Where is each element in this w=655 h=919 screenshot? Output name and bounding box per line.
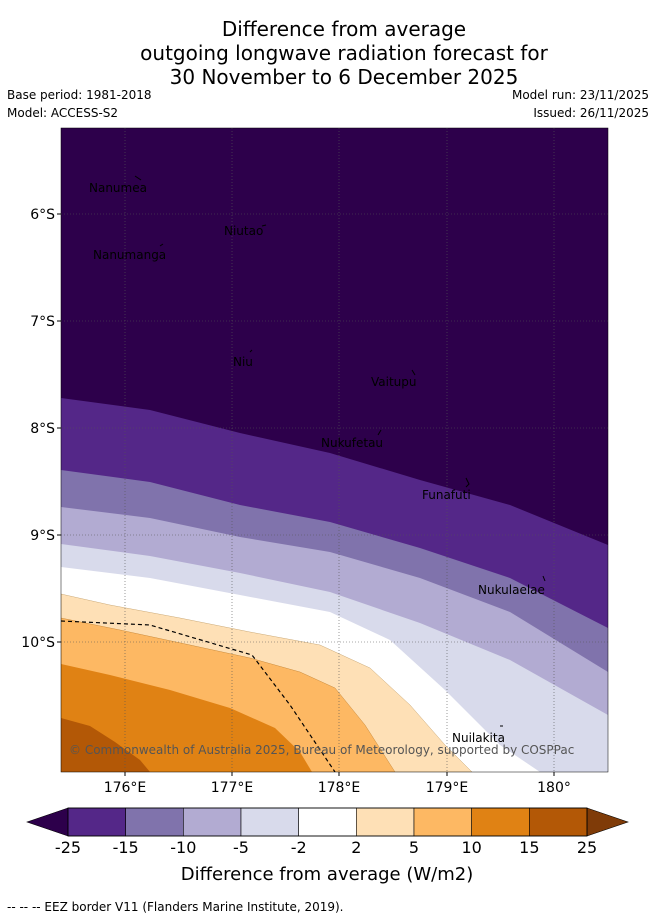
longitude-axis: 176°E 177°E 178°E 179°E 180° <box>104 772 571 796</box>
colorbar-bin-3 <box>240 807 299 837</box>
colorbar-tick-label-7: 10 <box>461 838 481 857</box>
colorbar-tick-label-4: -2 <box>291 838 307 857</box>
colorbar-tick-label-3: -5 <box>233 838 249 857</box>
base-period-label: Base period: 1981-2018 <box>7 88 152 102</box>
lat-label-7s: 7°S <box>30 314 55 330</box>
colorbar-tick-label-2: -10 <box>170 838 196 857</box>
place-label-vaitupu: Vaitupu <box>371 375 417 389</box>
colorbar: -25 -15 -10 -5 -2 2 5 10 15 25 Difference from av… <box>26 807 629 885</box>
colorbar-title: Difference from average (W/m2) <box>181 864 473 885</box>
olr-band-15-to-25 <box>61 718 150 772</box>
model-label: Model: ACCESS-S2 <box>7 106 119 120</box>
colorbar-under-arrow <box>26 807 69 837</box>
olr-band-10-to-15 <box>61 664 312 772</box>
lon-label-176e: 176°E <box>104 780 147 796</box>
lat-label-9s: 9°S <box>30 528 55 544</box>
colorbar-bin-4 <box>298 807 357 837</box>
lat-label-8s: 8°S <box>30 421 55 437</box>
title-line-1: Difference from average <box>221 17 467 41</box>
colorbar-bin-8 <box>529 807 588 837</box>
colorbar-tick-label-1: -15 <box>113 838 139 857</box>
latitude-axis: 6°S 7°S 8°S 9°S 10°S <box>21 207 61 651</box>
colorbar-bin-2 <box>183 807 242 837</box>
place-label-nuilakita: Nuilakita <box>452 731 505 745</box>
lat-label-10s: 10°S <box>21 635 55 651</box>
lon-label-178e: 178°E <box>318 780 361 796</box>
lon-label-180: 180° <box>537 780 571 796</box>
lon-label-177e: 177°E <box>211 780 254 796</box>
colorbar-bin-6 <box>413 807 472 837</box>
lon-label-179e: 179°E <box>426 780 469 796</box>
place-label-nukufetau: Nukufetau <box>321 436 383 450</box>
place-label-niu: Niu <box>233 355 253 369</box>
place-label-nukulaelae: Nukulaelae <box>478 583 545 597</box>
lat-label-6s: 6°S <box>30 207 55 223</box>
graticule <box>61 128 608 772</box>
colorbar-tick-label-8: 15 <box>519 838 539 857</box>
map-plot[interactable]: Nanumea Niutao Nanumanga Niu Vaitupu Nuk… <box>61 128 608 772</box>
model-run-label: Model run: 23/11/2025 <box>511 88 649 102</box>
colorbar-bin-0 <box>67 807 126 837</box>
place-label-funafuti: Funafuti <box>422 488 471 502</box>
colorbar-tick-label-0: -25 <box>55 838 81 857</box>
issued-label: Issued: 26/11/2025 <box>533 106 649 120</box>
place-label-niutao: Niutao <box>224 224 263 238</box>
colorbar-over-arrow <box>586 807 629 837</box>
title-line-2: outgoing longwave radiation forecast for <box>140 41 548 65</box>
place-label-nanumanga: Nanumanga <box>93 248 166 262</box>
copyright-notice: © Commonwealth of Australia 2025, Bureau… <box>69 743 574 757</box>
colorbar-bin-7 <box>471 807 530 837</box>
colorbar-tick-label-5: 2 <box>351 838 361 857</box>
eez-border-line <box>61 620 336 772</box>
map-frame <box>60 127 609 773</box>
colorbar-bin-1 <box>125 807 184 837</box>
island-outlines <box>134 175 546 727</box>
colorbar-tick-label-9: 25 <box>577 838 597 857</box>
eez-legend-note: -- -- -- EEZ border V11 (Flanders Marine… <box>7 900 344 914</box>
colorbar-bin-5 <box>356 807 415 837</box>
place-label-nanumea: Nanumea <box>89 181 147 195</box>
title-line-3: 30 November to 6 December 2025 <box>169 65 519 89</box>
colorbar-tick-label-6: 5 <box>409 838 419 857</box>
